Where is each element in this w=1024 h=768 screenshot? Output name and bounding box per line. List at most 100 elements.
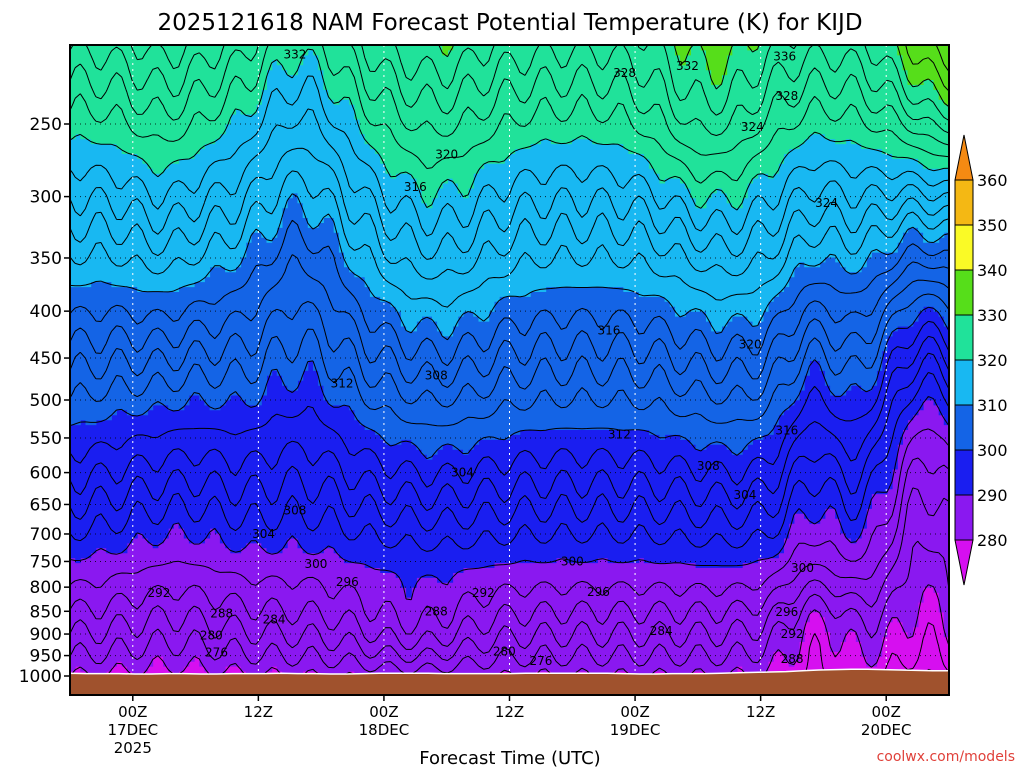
colorbar-segment xyxy=(954,449,974,496)
colorbar-label: 290 xyxy=(977,486,1008,505)
contour-label: 288 xyxy=(425,604,448,618)
contour-label: 300 xyxy=(791,561,814,575)
contour-label: 284 xyxy=(263,613,286,627)
contour-line xyxy=(935,45,949,72)
x-tick-label-line: 19DEC xyxy=(610,721,661,739)
colorbar-segment xyxy=(954,539,974,586)
contour-label: 292 xyxy=(781,627,804,641)
y-tick-label: 900 xyxy=(30,625,62,645)
contour-line xyxy=(70,45,949,184)
x-tick-label-line: 20DEC xyxy=(861,721,912,739)
x-tick-label: 00Z 20DEC xyxy=(861,703,912,739)
y-tick-label: 250 xyxy=(30,115,62,135)
contour-label: 308 xyxy=(697,459,720,473)
credit-text: coolwx.com/models xyxy=(877,749,1015,765)
contour-label: 296 xyxy=(336,575,359,589)
contour-label: 332 xyxy=(676,59,699,73)
grid-lines xyxy=(70,45,949,695)
y-tick-label: 400 xyxy=(30,302,62,322)
plot-area: 332 332 336 328 328 324 320 316 324 316 320 312 308 3… xyxy=(70,35,949,695)
colorbar-segment xyxy=(954,224,974,271)
contour-line xyxy=(70,45,949,136)
contour-label: 324 xyxy=(741,120,764,134)
contour-label: 328 xyxy=(775,89,798,103)
y-tick-label: 500 xyxy=(30,391,62,411)
x-tick-label: 00Z 18DEC xyxy=(359,703,410,739)
contour-label: 324 xyxy=(815,196,838,210)
colorbar-label: 280 xyxy=(977,531,1008,550)
x-axis-label: Forecast Time (UTC) xyxy=(419,748,600,768)
x-tick-label-line: 17DEC xyxy=(107,721,158,739)
contour-label: 304 xyxy=(733,488,756,502)
x-tick-label-line: 00Z xyxy=(620,703,649,721)
x-tick-label-line: 00Z xyxy=(369,703,398,721)
colorbar-label: 320 xyxy=(977,351,1008,370)
y-tick-label: 850 xyxy=(30,602,62,622)
contour-label: 280 xyxy=(493,644,516,658)
colorbar-segment xyxy=(954,314,974,361)
colorbar-label: 350 xyxy=(977,216,1008,235)
contour-label: 292 xyxy=(147,586,170,600)
contour-line xyxy=(905,45,949,92)
x-tick-label-line: 00Z xyxy=(872,703,901,721)
y-tick-label: 700 xyxy=(30,525,62,545)
contour-label: 280 xyxy=(200,628,223,642)
contour-label: 288 xyxy=(210,607,233,621)
contour-line xyxy=(70,306,949,460)
contour-label: 276 xyxy=(529,654,552,668)
colorbar-label: 310 xyxy=(977,396,1008,415)
contour-label: 312 xyxy=(331,377,354,391)
y-tick-label: 350 xyxy=(30,249,62,269)
y-tick-label: 600 xyxy=(30,464,62,484)
colorbar-label: 360 xyxy=(977,171,1008,190)
x-tick-label-line: 12Z xyxy=(244,703,273,721)
x-tick-label-line: 2025 xyxy=(114,739,152,757)
contour-line xyxy=(70,335,949,512)
contour-label: 304 xyxy=(252,527,275,541)
y-axis: 250 300 350 400 450 500 550 600 650 700 750 800 850 9… xyxy=(19,115,70,687)
contour-line xyxy=(947,35,949,38)
colorbar-segment xyxy=(954,179,974,226)
contour-line xyxy=(409,45,949,108)
contour-line xyxy=(70,457,949,650)
x-tick-label-line: 00Z xyxy=(118,703,147,721)
x-tick-label-line: 12Z xyxy=(746,703,775,721)
contour-line xyxy=(70,75,949,237)
contour-line xyxy=(70,320,949,488)
contour-line xyxy=(70,254,949,388)
contour-label: 296 xyxy=(587,585,610,599)
y-tick-label: 450 xyxy=(30,349,62,369)
contour-label: 308 xyxy=(284,504,307,518)
contour-line xyxy=(70,279,949,408)
x-tick-label: 00Z 19DEC xyxy=(610,703,661,739)
colorbar-label: 330 xyxy=(977,306,1008,325)
contour-labels: 332 332 336 328 328 324 320 316 324 316 320 312 308 3… xyxy=(147,48,838,668)
contour-label: 300 xyxy=(304,557,327,571)
colorbar-segment xyxy=(954,494,974,541)
colorbar-label: 340 xyxy=(977,261,1008,280)
contour-label: 328 xyxy=(613,66,636,80)
colorbar-segment xyxy=(954,404,974,451)
x-tick-label-line: 12Z xyxy=(495,703,524,721)
y-tick-label: 950 xyxy=(30,647,62,667)
x-tick-label-line: 18DEC xyxy=(359,721,410,739)
x-tick-label: 12Z xyxy=(746,703,775,721)
contour-line xyxy=(70,193,949,341)
contour-line xyxy=(70,170,949,308)
contour-label: 316 xyxy=(597,324,620,338)
x-tick-label: 00Z 17DEC 2025 xyxy=(107,703,158,757)
colorbar-segment xyxy=(954,359,974,406)
x-tick-label: 12Z xyxy=(244,703,273,721)
contour-line xyxy=(70,352,949,532)
colorbar: 280 290 300 310 320 330 340 350 360 xyxy=(954,134,1008,586)
colorbar-segment xyxy=(954,269,974,316)
y-tick-label: 1000 xyxy=(19,667,62,687)
y-tick-label: 750 xyxy=(30,552,62,572)
y-tick-label: 650 xyxy=(30,495,62,515)
contour-label: 292 xyxy=(472,586,495,600)
contour-label: 320 xyxy=(435,148,458,162)
contour-label: 304 xyxy=(451,466,474,480)
contour-band xyxy=(70,45,949,209)
